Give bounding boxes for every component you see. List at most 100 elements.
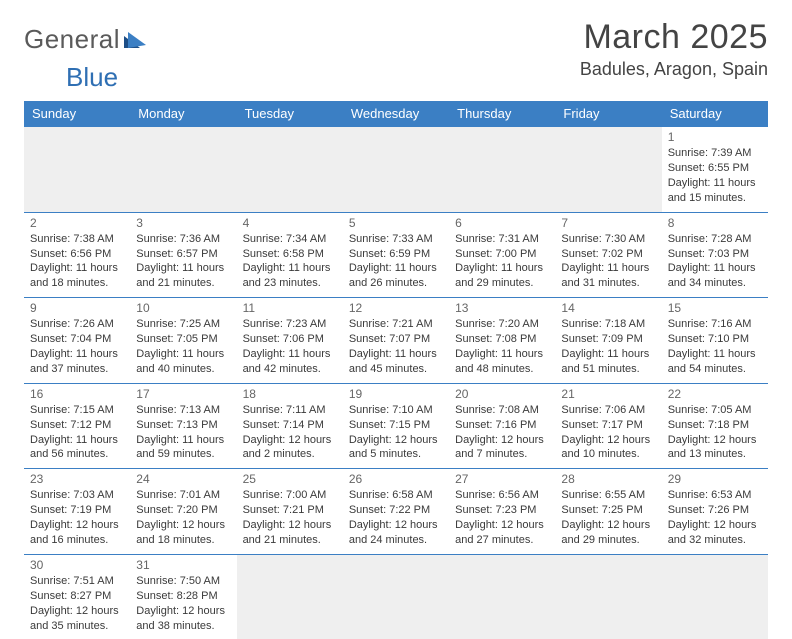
- sunset-text: Sunset: 7:03 PM: [668, 247, 762, 262]
- sunrise-text: Sunrise: 7:30 AM: [561, 232, 655, 247]
- daylight-text-1: Daylight: 12 hours: [30, 604, 124, 619]
- day-number: 4: [243, 215, 337, 231]
- col-friday: Friday: [555, 101, 661, 127]
- page-title: March 2025: [580, 18, 768, 57]
- sunrise-text: Sunrise: 7:50 AM: [136, 574, 230, 589]
- sunset-text: Sunset: 7:13 PM: [136, 418, 230, 433]
- daylight-text-1: Daylight: 12 hours: [349, 433, 443, 448]
- day-number: 5: [349, 215, 443, 231]
- sunrise-text: Sunrise: 7:34 AM: [243, 232, 337, 247]
- sunrise-text: Sunrise: 7:11 AM: [243, 403, 337, 418]
- day-cell: 5Sunrise: 7:33 AMSunset: 6:59 PMDaylight…: [343, 212, 449, 298]
- empty-cell: [449, 554, 555, 639]
- sunset-text: Sunset: 7:07 PM: [349, 332, 443, 347]
- calendar-week-row: 9Sunrise: 7:26 AMSunset: 7:04 PMDaylight…: [24, 298, 768, 384]
- day-cell: 11Sunrise: 7:23 AMSunset: 7:06 PMDayligh…: [237, 298, 343, 384]
- day-cell: 31Sunrise: 7:50 AMSunset: 8:28 PMDayligh…: [130, 554, 236, 639]
- daylight-text-2: and 18 minutes.: [136, 533, 230, 548]
- sunset-text: Sunset: 7:05 PM: [136, 332, 230, 347]
- daylight-text-2: and 23 minutes.: [243, 276, 337, 291]
- day-cell: 26Sunrise: 6:58 AMSunset: 7:22 PMDayligh…: [343, 469, 449, 555]
- daylight-text-2: and 38 minutes.: [136, 619, 230, 634]
- col-monday: Monday: [130, 101, 236, 127]
- daylight-text-1: Daylight: 12 hours: [561, 518, 655, 533]
- sunrise-text: Sunrise: 7:36 AM: [136, 232, 230, 247]
- logo: General: [24, 24, 146, 55]
- daylight-text-1: Daylight: 11 hours: [243, 261, 337, 276]
- daylight-text-2: and 51 minutes.: [561, 362, 655, 377]
- day-cell: 27Sunrise: 6:56 AMSunset: 7:23 PMDayligh…: [449, 469, 555, 555]
- day-number: 15: [668, 300, 762, 316]
- sunrise-text: Sunrise: 7:20 AM: [455, 317, 549, 332]
- day-number: 18: [243, 386, 337, 402]
- calendar-week-row: 2Sunrise: 7:38 AMSunset: 6:56 PMDaylight…: [24, 212, 768, 298]
- sunrise-text: Sunrise: 7:21 AM: [349, 317, 443, 332]
- daylight-text-1: Daylight: 12 hours: [243, 433, 337, 448]
- daylight-text-1: Daylight: 12 hours: [668, 433, 762, 448]
- day-cell: 14Sunrise: 7:18 AMSunset: 7:09 PMDayligh…: [555, 298, 661, 384]
- day-cell: 17Sunrise: 7:13 AMSunset: 7:13 PMDayligh…: [130, 383, 236, 469]
- sunset-text: Sunset: 7:26 PM: [668, 503, 762, 518]
- sunrise-text: Sunrise: 7:38 AM: [30, 232, 124, 247]
- daylight-text-2: and 16 minutes.: [30, 533, 124, 548]
- day-cell: 1Sunrise: 7:39 AMSunset: 6:55 PMDaylight…: [662, 127, 768, 213]
- day-number: 3: [136, 215, 230, 231]
- daylight-text-2: and 59 minutes.: [136, 447, 230, 462]
- day-number: 25: [243, 471, 337, 487]
- daylight-text-1: Daylight: 11 hours: [30, 261, 124, 276]
- day-number: 12: [349, 300, 443, 316]
- empty-cell: [237, 554, 343, 639]
- day-cell: 20Sunrise: 7:08 AMSunset: 7:16 PMDayligh…: [449, 383, 555, 469]
- sunset-text: Sunset: 7:19 PM: [30, 503, 124, 518]
- day-number: 11: [243, 300, 337, 316]
- daylight-text-1: Daylight: 11 hours: [30, 433, 124, 448]
- sunset-text: Sunset: 7:21 PM: [243, 503, 337, 518]
- sunrise-text: Sunrise: 7:01 AM: [136, 488, 230, 503]
- sunset-text: Sunset: 7:06 PM: [243, 332, 337, 347]
- daylight-text-1: Daylight: 12 hours: [136, 604, 230, 619]
- daylight-text-2: and 40 minutes.: [136, 362, 230, 377]
- sunset-text: Sunset: 7:15 PM: [349, 418, 443, 433]
- daylight-text-2: and 34 minutes.: [668, 276, 762, 291]
- day-cell: 24Sunrise: 7:01 AMSunset: 7:20 PMDayligh…: [130, 469, 236, 555]
- daylight-text-2: and 35 minutes.: [30, 619, 124, 634]
- daylight-text-1: Daylight: 11 hours: [136, 347, 230, 362]
- daylight-text-2: and 2 minutes.: [243, 447, 337, 462]
- col-sunday: Sunday: [24, 101, 130, 127]
- daylight-text-1: Daylight: 11 hours: [668, 176, 762, 191]
- daylight-text-1: Daylight: 11 hours: [30, 347, 124, 362]
- day-number: 8: [668, 215, 762, 231]
- day-number: 14: [561, 300, 655, 316]
- day-number: 27: [455, 471, 549, 487]
- calendar-week-row: 30Sunrise: 7:51 AMSunset: 8:27 PMDayligh…: [24, 554, 768, 639]
- sunrise-text: Sunrise: 7:26 AM: [30, 317, 124, 332]
- daylight-text-2: and 29 minutes.: [561, 533, 655, 548]
- day-number: 16: [30, 386, 124, 402]
- sunset-text: Sunset: 8:28 PM: [136, 589, 230, 604]
- daylight-text-1: Daylight: 12 hours: [349, 518, 443, 533]
- sunset-text: Sunset: 7:23 PM: [455, 503, 549, 518]
- sunset-text: Sunset: 7:22 PM: [349, 503, 443, 518]
- empty-cell: [555, 127, 661, 213]
- daylight-text-2: and 26 minutes.: [349, 276, 443, 291]
- daylight-text-1: Daylight: 11 hours: [243, 347, 337, 362]
- daylight-text-1: Daylight: 11 hours: [668, 261, 762, 276]
- empty-cell: [555, 554, 661, 639]
- empty-cell: [24, 127, 130, 213]
- day-number: 26: [349, 471, 443, 487]
- calendar-week-row: 1Sunrise: 7:39 AMSunset: 6:55 PMDaylight…: [24, 127, 768, 213]
- daylight-text-2: and 45 minutes.: [349, 362, 443, 377]
- sunrise-text: Sunrise: 7:06 AM: [561, 403, 655, 418]
- sunrise-text: Sunrise: 7:28 AM: [668, 232, 762, 247]
- day-number: 1: [668, 129, 762, 145]
- sunrise-text: Sunrise: 7:13 AM: [136, 403, 230, 418]
- sunrise-text: Sunrise: 7:03 AM: [30, 488, 124, 503]
- day-cell: 29Sunrise: 6:53 AMSunset: 7:26 PMDayligh…: [662, 469, 768, 555]
- day-cell: 28Sunrise: 6:55 AMSunset: 7:25 PMDayligh…: [555, 469, 661, 555]
- sunset-text: Sunset: 7:02 PM: [561, 247, 655, 262]
- logo-text-general: General: [24, 24, 120, 55]
- daylight-text-1: Daylight: 11 hours: [455, 347, 549, 362]
- day-cell: 4Sunrise: 7:34 AMSunset: 6:58 PMDaylight…: [237, 212, 343, 298]
- sunset-text: Sunset: 7:14 PM: [243, 418, 337, 433]
- daylight-text-2: and 31 minutes.: [561, 276, 655, 291]
